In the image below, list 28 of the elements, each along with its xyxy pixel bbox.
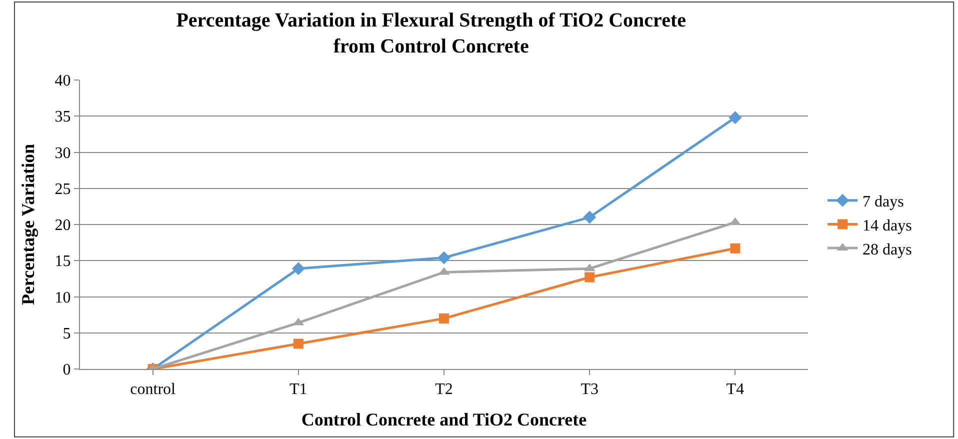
- point: [583, 210, 596, 224]
- y-axis-title: Percentage Variation: [18, 144, 38, 306]
- y-tick-label: 10: [54, 289, 71, 306]
- x-axis-title: Control Concrete and TiO2 Concrete: [301, 409, 587, 430]
- y-tick-label: 20: [54, 217, 71, 234]
- y-tick-label: 15: [54, 253, 71, 270]
- y-tick-label: 5: [62, 325, 71, 342]
- chart-title: Percentage Variation in Flexural Strength of TiO2 Concrete from Control Concrete: [176, 9, 686, 58]
- point: [293, 338, 304, 349]
- x-tick-label: T3: [580, 381, 598, 398]
- point: [439, 313, 449, 324]
- y-tick-label: 35: [54, 108, 71, 126]
- legend-label: 7 days: [862, 194, 904, 211]
- y-tick-label: 0: [62, 362, 71, 379]
- x-tick-label: T4: [726, 381, 744, 398]
- point: [584, 272, 595, 282]
- point: [438, 251, 450, 264]
- y-tick-label: 30: [54, 144, 71, 162]
- point: [730, 243, 740, 254]
- x-tick-label: control: [130, 381, 176, 398]
- y-tick-label: 25: [54, 180, 71, 198]
- point: [728, 111, 742, 124]
- point: [292, 262, 305, 276]
- legend-label: 28 days: [862, 241, 912, 258]
- legend-label: 14 days: [862, 217, 912, 234]
- y-tick-label: 40: [54, 72, 71, 90]
- x-tick-label: T1: [290, 381, 308, 398]
- x-tick-label: T2: [435, 381, 453, 398]
